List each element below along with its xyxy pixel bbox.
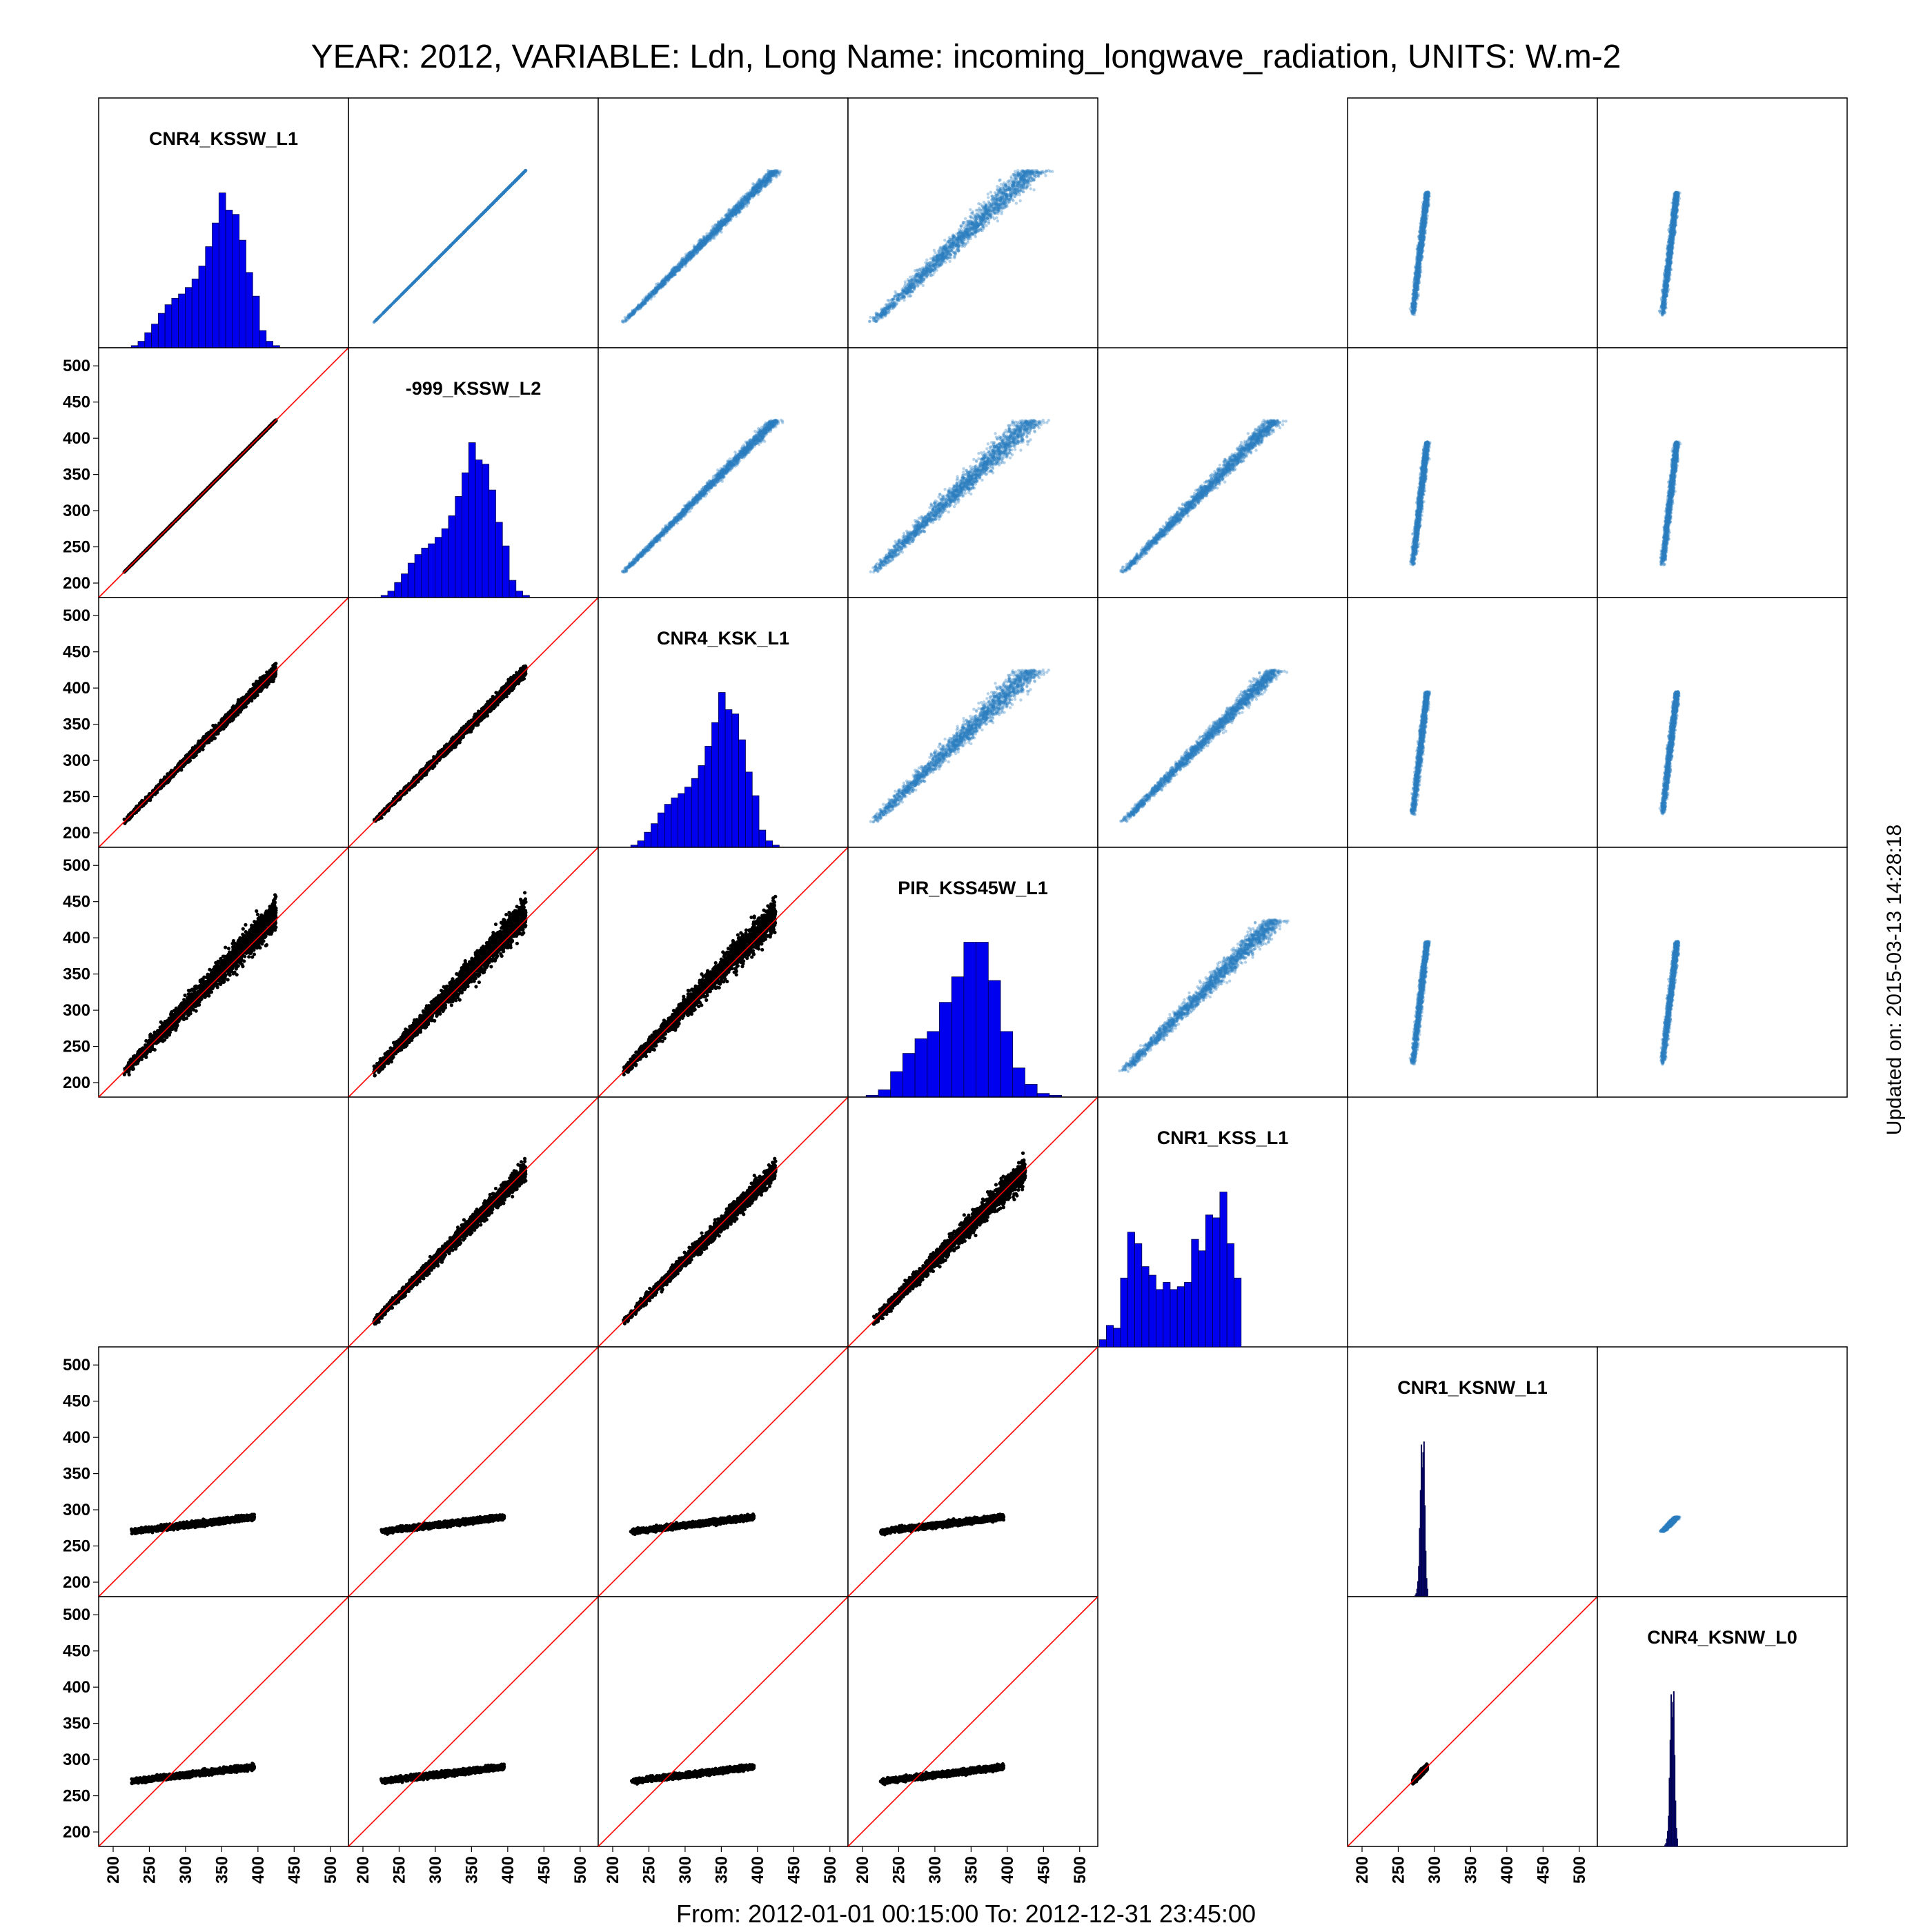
data-point bbox=[466, 228, 469, 231]
data-point bbox=[421, 272, 424, 275]
data-point bbox=[491, 203, 493, 206]
data-point bbox=[457, 236, 460, 239]
data-point bbox=[418, 275, 421, 278]
histogram-bar bbox=[138, 342, 145, 348]
data-point bbox=[505, 188, 508, 190]
data-point bbox=[473, 221, 475, 224]
data-point bbox=[394, 299, 397, 302]
histogram-bar bbox=[226, 210, 233, 348]
data-point bbox=[520, 173, 523, 176]
data-point bbox=[514, 180, 517, 183]
histogram-bar bbox=[206, 246, 213, 348]
histogram-bar bbox=[179, 294, 186, 348]
histogram-bar bbox=[145, 333, 152, 348]
data-point bbox=[449, 244, 452, 247]
histogram-bar bbox=[246, 273, 253, 348]
histogram-bar bbox=[172, 298, 179, 348]
data-point bbox=[487, 206, 490, 209]
histogram-bar bbox=[158, 313, 165, 348]
histogram-bar bbox=[253, 296, 259, 348]
panel-0-1 bbox=[348, 98, 598, 348]
data-point bbox=[434, 259, 437, 262]
data-point bbox=[380, 313, 383, 316]
data-point bbox=[430, 264, 433, 266]
data-point bbox=[484, 210, 486, 213]
data-point bbox=[462, 231, 464, 234]
data-point bbox=[475, 219, 477, 221]
data-point bbox=[524, 170, 526, 172]
data-point bbox=[480, 213, 482, 216]
histogram-bar bbox=[266, 342, 273, 348]
data-point bbox=[447, 246, 450, 249]
data-point bbox=[440, 253, 442, 256]
data-point bbox=[409, 284, 412, 287]
data-point bbox=[495, 199, 497, 201]
histogram-bar bbox=[213, 223, 219, 348]
date-range-footer: From: 2012-01-01 00:15:00 To: 2012-12-31… bbox=[676, 1900, 1256, 1928]
histogram-bar bbox=[239, 240, 246, 348]
panel-0-0: CNR4_KSSW_L1 bbox=[99, 98, 348, 348]
histogram-bar bbox=[192, 279, 199, 348]
variable-name: CNR4_KSSW_L1 bbox=[149, 128, 298, 149]
histogram-bar bbox=[185, 288, 192, 348]
data-point bbox=[709, 229, 712, 232]
data-point bbox=[384, 308, 387, 311]
histogram-bar bbox=[219, 193, 226, 348]
data-point bbox=[442, 251, 445, 254]
data-point bbox=[497, 196, 500, 199]
data-point bbox=[507, 186, 510, 188]
panel-0-2 bbox=[598, 98, 848, 348]
updated-timestamp: Updated on: 2015-03-13 14:28:18 bbox=[1883, 825, 1906, 1135]
data-point bbox=[426, 268, 428, 270]
histogram-bar bbox=[152, 324, 159, 348]
histogram-bar bbox=[199, 266, 206, 348]
histogram-bar bbox=[259, 331, 266, 348]
data-point bbox=[437, 256, 440, 259]
data-point bbox=[516, 177, 519, 180]
data-point bbox=[621, 320, 624, 323]
data-point bbox=[511, 183, 513, 186]
data-point bbox=[373, 321, 375, 324]
data-point bbox=[404, 289, 406, 292]
data-point bbox=[400, 293, 402, 296]
chart-title: YEAR: 2012, VARIABLE: Ldn, Long Name: in… bbox=[311, 39, 1621, 75]
data-point bbox=[411, 282, 414, 285]
data-point bbox=[391, 302, 393, 305]
matrix-panels: CNR4_KSSW_L1-999_KSSW_L2CNR4_KSK_L1PIR_K… bbox=[63, 98, 1847, 1884]
histogram-bar bbox=[165, 305, 172, 348]
data-point bbox=[502, 192, 504, 195]
histogram-bar bbox=[233, 215, 239, 348]
